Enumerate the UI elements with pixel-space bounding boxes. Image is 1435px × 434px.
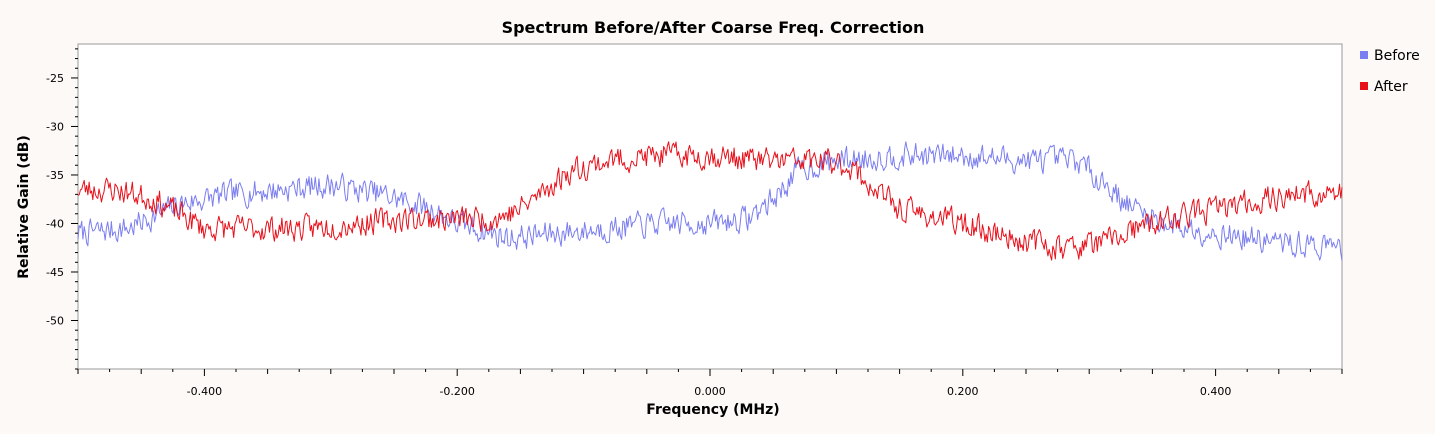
x-axis: -0.400 -0.200 0.000 0.200 0.400 — [77, 369, 1343, 398]
legend-label: Before — [1374, 48, 1420, 64]
legend-item-after[interactable]: After — [1360, 79, 1408, 95]
legend[interactable]: Before After — [1360, 48, 1420, 95]
x-tick-label: 0.200 — [947, 385, 979, 398]
x-axis-label: Frequency (MHz) — [646, 402, 779, 418]
x-tick-label: 0.400 — [1200, 385, 1232, 398]
y-tick-label: -35 — [46, 169, 64, 182]
x-tick-label: -0.400 — [187, 385, 222, 398]
y-tick-label: -40 — [46, 217, 64, 230]
series-layer — [77, 141, 1343, 261]
series-before-line — [77, 141, 1343, 261]
x-tick-label: 0.000 — [694, 385, 726, 398]
y-tick-label: -25 — [46, 72, 64, 85]
legend-item-before[interactable]: Before — [1360, 48, 1420, 64]
y-tick-label: -30 — [46, 120, 64, 133]
legend-swatch — [1360, 51, 1368, 59]
y-axis-label: Relative Gain (dB) — [16, 135, 32, 279]
y-tick-label: -50 — [46, 314, 64, 327]
x-tick-label: -0.200 — [439, 385, 474, 398]
y-tick-label: -45 — [46, 266, 64, 279]
y-axis: -25 -30 -35 -40 -45 -50 — [46, 48, 78, 370]
series-after-line — [77, 141, 1343, 261]
legend-swatch — [1360, 82, 1368, 90]
plot-frame — [77, 43, 1343, 370]
chart-title: Spectrum Before/After Coarse Freq. Corre… — [502, 18, 925, 37]
legend-label: After — [1374, 79, 1408, 95]
